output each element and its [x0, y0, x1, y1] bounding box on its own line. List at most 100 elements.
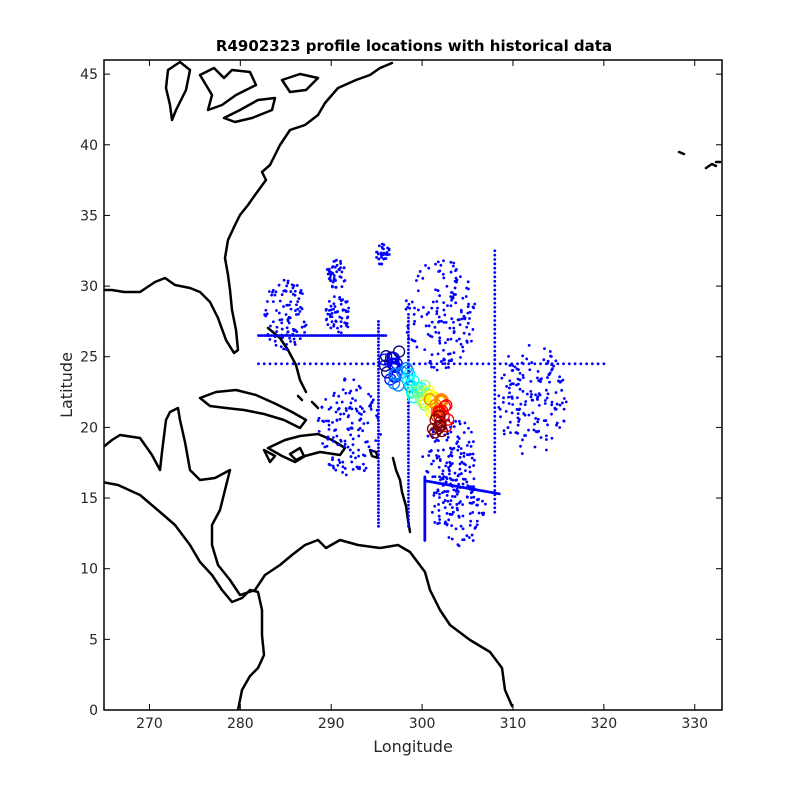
historical-point [337, 458, 341, 462]
historical-point [518, 407, 522, 411]
historical-point [407, 425, 410, 429]
historical-point [452, 331, 456, 335]
historical-point [481, 499, 484, 503]
historical-point [289, 300, 293, 304]
historical-point [267, 334, 271, 338]
historical-point [381, 246, 384, 250]
historical-point [382, 243, 386, 247]
historical-point [407, 503, 410, 507]
historical-point [471, 328, 475, 331]
historical-point [467, 332, 471, 336]
historical-point [467, 440, 471, 444]
historical-point [355, 409, 359, 413]
historical-point [339, 412, 342, 416]
historical-point [344, 300, 348, 304]
historical-point [346, 427, 350, 431]
historical-point [456, 508, 459, 512]
historical-point [407, 468, 410, 472]
historical-point [461, 527, 465, 531]
historical-point [538, 393, 542, 397]
historical-point [562, 419, 566, 423]
historical-point [308, 362, 312, 366]
historical-point [493, 266, 497, 270]
historical-point [446, 490, 450, 493]
historical-point [436, 289, 440, 292]
historical-point [293, 340, 297, 344]
historical-point [522, 412, 526, 415]
historical-point [493, 480, 497, 484]
historical-point [435, 312, 439, 316]
historical-point [341, 334, 345, 337]
historical-point [517, 382, 520, 386]
historical-point [422, 306, 425, 309]
historical-point [329, 334, 332, 337]
historical-point [558, 426, 562, 429]
historical-point [346, 415, 350, 419]
historical-point [447, 465, 450, 469]
historical-point [377, 419, 380, 422]
historical-point [438, 336, 442, 340]
historical-point [377, 326, 380, 330]
historical-point [473, 302, 477, 306]
historical-point [377, 381, 380, 385]
historical-point [335, 263, 339, 267]
historical-point [407, 365, 410, 369]
historical-point [341, 388, 345, 392]
historical-point [268, 362, 272, 366]
historical-point [452, 351, 456, 355]
historical-point [333, 265, 337, 269]
historical-point [355, 388, 358, 392]
historical-point [472, 477, 476, 481]
historical-point [407, 521, 410, 525]
historical-point [451, 510, 455, 514]
x-tick-label: 310 [500, 716, 527, 732]
historical-point [377, 449, 380, 453]
historical-point [459, 524, 463, 528]
historical-point [493, 502, 497, 505]
historical-point [465, 453, 469, 457]
historical-point [351, 443, 355, 447]
historical-point [470, 490, 474, 494]
historical-point [546, 392, 550, 396]
historical-point [510, 369, 514, 372]
historical-point [336, 326, 339, 330]
historical-point [387, 248, 391, 252]
historical-point [420, 315, 424, 318]
historical-point [450, 524, 454, 527]
historical-point [407, 471, 410, 475]
historical-point [549, 355, 553, 358]
historical-point [498, 362, 502, 366]
historical-point [407, 355, 410, 359]
historical-point [437, 331, 441, 335]
historical-point [334, 320, 338, 324]
historical-point [449, 451, 453, 454]
historical-point [461, 482, 465, 486]
historical-point [413, 319, 416, 323]
historical-point [493, 475, 497, 479]
historical-point [444, 341, 447, 345]
historical-point [332, 295, 336, 299]
historical-point [291, 332, 295, 336]
historical-point [554, 407, 558, 411]
historical-point [377, 425, 380, 429]
historical-point [448, 469, 451, 473]
historical-point [493, 510, 497, 514]
historical-point [504, 410, 508, 413]
historical-point [407, 443, 410, 447]
historical-point [379, 433, 383, 436]
historical-point [407, 510, 410, 514]
historical-point [377, 323, 380, 327]
historical-point [326, 435, 330, 439]
y-tick-label: 40 [80, 138, 98, 154]
historical-point [339, 262, 343, 265]
historical-point [339, 438, 343, 442]
historical-point [286, 279, 290, 283]
historical-point [407, 440, 410, 443]
historical-point [493, 462, 497, 466]
historical-point [377, 470, 380, 474]
historical-point [433, 325, 437, 329]
historical-point [502, 373, 506, 377]
historical-point [340, 400, 344, 404]
historical-point [467, 426, 470, 430]
